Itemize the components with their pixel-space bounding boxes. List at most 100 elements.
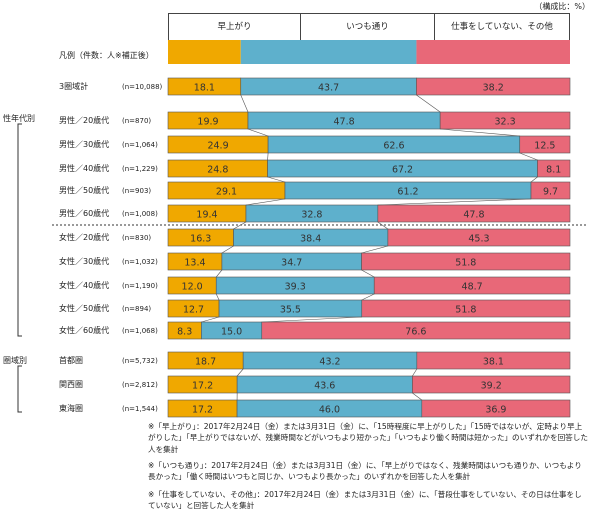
value-label-usual-12: 43.6 [314,381,335,392]
row-n-label: (n=830) [122,234,152,242]
legend-caption: 凡例（件数：人※補正後） [59,51,154,60]
value-label-usual-8: 39.3 [285,282,306,293]
bar-other-13 [421,399,571,418]
value-label-early-4: 29.1 [216,187,237,198]
bracket-gender-age [17,123,22,337]
row-n-label: (n=903) [122,187,152,195]
connector-8-1 [361,269,375,278]
value-label-early-12: 17.2 [192,381,213,392]
value-label-early-13: 17.2 [192,405,213,416]
row-label: 男性／50歳代 [59,186,110,195]
value-label-usual-7: 34.7 [281,258,302,269]
bar-other-6 [387,228,571,247]
row-label: 東海圏 [59,404,83,413]
value-label-other-2: 12.5 [534,141,555,152]
row-label: 首都圏 [59,356,83,365]
row-n-label: (n=10,088) [122,83,163,91]
connector-12-0 [236,368,244,377]
value-label-other-3: 8.1 [546,165,561,176]
value-label-early-1: 19.9 [197,117,218,128]
row-n-label: (n=1,032) [122,258,158,266]
bar-other-5 [377,204,571,223]
row-label: 関西圏 [59,380,83,389]
row-n-label: (n=1,544) [122,405,158,413]
bar-other-3 [537,159,571,178]
row-label: 女性／40歳代 [59,281,110,290]
connector-9-0 [215,293,220,301]
row-n-label: (n=1,064) [122,141,158,149]
value-label-usual-11: 43.2 [319,357,340,368]
unit-note: （構成比：%） [534,2,590,11]
value-label-early-11: 18.7 [195,357,216,368]
group-label-region: 圏域別 [3,356,27,365]
row-label: 男性／40歳代 [59,164,110,173]
bar-other-9 [361,299,571,318]
value-label-usual-10: 15.0 [221,327,242,338]
value-label-other-4: 9.7 [543,187,558,198]
row-n-label: (n=2,812) [122,381,158,389]
connector-5-1 [377,198,532,206]
value-label-other-8: 48.7 [462,282,483,293]
value-label-other-1: 32.3 [494,117,515,128]
note-other: ※「仕事をしていない、その他」：2017年2月24日（金）または3月31日（金）… [148,490,582,511]
value-label-usual-9: 35.5 [280,305,301,316]
connector-13-1 [412,392,422,401]
connector-4-0 [267,176,286,183]
value-label-other-6: 45.3 [468,234,489,245]
bar-other-0 [416,77,571,96]
connector-7-1 [361,245,388,254]
group-label-gender-age: 性年代別 [3,114,35,123]
connector-5-0 [245,198,286,206]
connector-7-0 [221,245,234,254]
row-n-label: (n=1,008) [122,210,158,218]
legend-swatch-early [168,40,241,64]
row-n-label: (n=1,190) [122,282,158,290]
bar-other-7 [361,252,571,271]
connector-3-0 [267,152,269,161]
value-label-other-0: 38.2 [483,83,504,94]
row-label: 男性／30歳代 [59,140,110,149]
row-n-label: (n=1,229) [122,165,158,173]
value-label-early-0: 18.1 [194,83,215,94]
note-early: ※「早上がり」：2017年2月24日（金）または3月31日（金）に、「15時程度… [148,422,588,454]
value-label-usual-6: 38.4 [300,234,321,245]
connector-8-0 [216,269,223,278]
row-label: 男性／20歳代 [59,116,110,125]
value-label-other-12: 39.2 [481,381,502,392]
connector-3-1 [519,152,538,161]
connector-9-1 [361,293,375,301]
connector-10-0 [201,316,220,323]
row-label: 男性／60歳代 [59,209,110,218]
bar-other-11 [416,351,571,370]
row-label: 3圏域計 [59,82,89,91]
row-n-label: (n=1,068) [122,327,158,335]
bar-other-1 [439,111,571,130]
connector-2-0 [247,128,269,137]
value-label-usual-0: 43.7 [318,83,339,94]
connector-4-1 [530,176,538,183]
legend-swatch-usual [240,40,417,64]
value-label-early-9: 12.7 [183,305,204,316]
value-label-usual-4: 61.2 [397,187,418,198]
connector-6-1 [377,221,389,230]
value-label-other-5: 47.8 [463,210,484,221]
row-label: 女性／30歳代 [59,257,110,266]
value-label-usual-2: 62.6 [383,141,404,152]
note-usual: ※「いつも通り」：2017年2月24日（金）または3月31日（金）に、「早上がり… [148,461,582,482]
connector-12-1 [412,368,418,377]
row-n-label: (n=870) [122,117,152,125]
connector-2-1 [440,128,520,137]
value-label-other-9: 51.8 [455,305,476,316]
value-label-other-10: 76.6 [405,327,426,338]
bar-other-8 [373,276,571,295]
value-label-other-11: 38.1 [483,357,504,368]
row-n-label: (n=5,732) [122,357,158,365]
value-label-early-2: 24.9 [207,141,228,152]
row-label: 女性／50歳代 [59,304,110,313]
value-label-usual-5: 32.8 [301,210,322,221]
bracket-region [17,365,22,413]
value-label-early-3: 24.8 [207,165,228,176]
row-n-label: (n=894) [122,305,152,313]
